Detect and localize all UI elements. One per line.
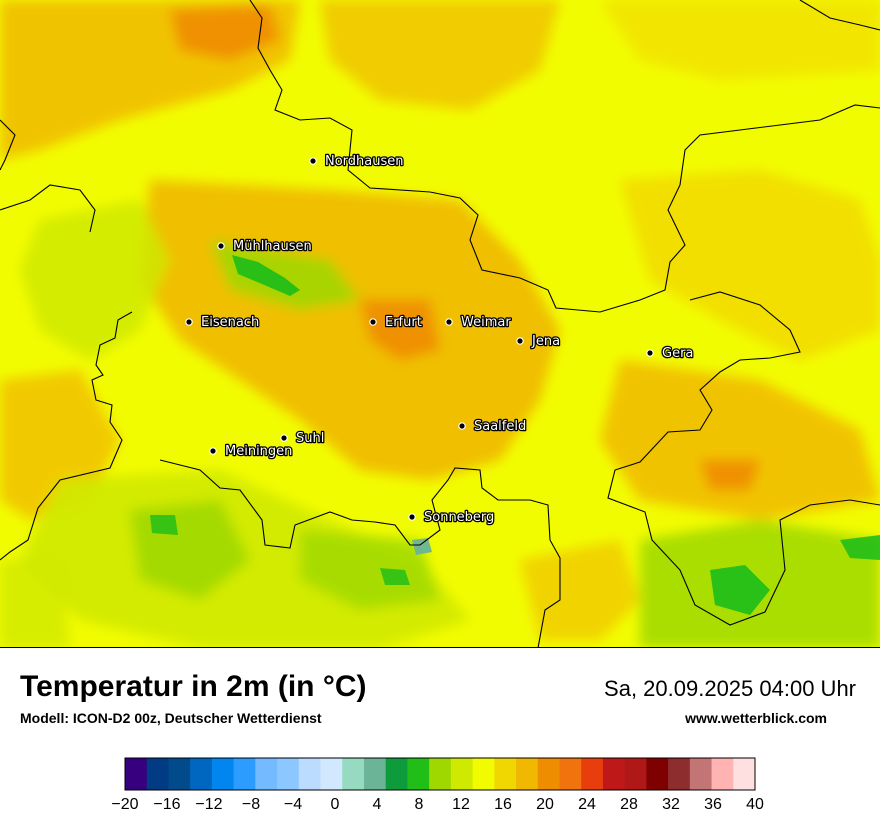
city-saalfeld: Saalfeld — [458, 418, 528, 435]
legend-swatch — [516, 758, 539, 790]
city-marker-dot — [458, 422, 466, 430]
legend-swatch — [537, 758, 560, 790]
temperature-map: Nordhausen Mühlhausen Eisenach Erfurt We… — [0, 0, 880, 648]
legend-swatch — [733, 758, 756, 790]
legend-tick-label: 12 — [452, 796, 470, 813]
legend-swatch — [624, 758, 647, 790]
city-label: Suhl — [296, 431, 324, 446]
legend-tick-label: 24 — [578, 796, 596, 813]
legend-ticks: −20 −16 −12 −8 −4 0 4 8 12 16 20 24 28 32 36 40 — [111, 796, 764, 813]
legend-swatches — [124, 757, 756, 791]
city-label: Erfurt — [385, 315, 422, 330]
legend-tick-label: 4 — [373, 796, 382, 813]
legend-tick-label: −8 — [242, 796, 260, 813]
city-marker-dot — [280, 434, 288, 442]
legend-swatch — [255, 758, 278, 790]
temperature-field — [0, 0, 880, 647]
map-title: Temperatur in 2m (in °C) — [20, 670, 367, 703]
legend-swatch — [125, 758, 148, 790]
legend-tick-label: −16 — [153, 796, 180, 813]
legend-swatch — [233, 758, 256, 790]
legend-swatch — [363, 758, 387, 790]
legend-swatch — [429, 758, 452, 790]
city-marker-dot — [309, 157, 317, 165]
city-marker-dot — [445, 318, 453, 326]
city-marker-dot — [217, 242, 225, 250]
city-eisenach: Eisenach — [185, 314, 261, 331]
city-erfurt: Erfurt — [369, 314, 423, 331]
legend-swatch — [559, 758, 582, 790]
city-marker-dot — [646, 349, 654, 357]
legend-swatch — [190, 758, 213, 790]
city-label: Eisenach — [201, 315, 259, 330]
city-label: Nordhausen — [325, 154, 404, 169]
color-legend: −20 −16 −12 −8 −4 0 4 8 12 16 20 24 28 32 36 40 — [0, 748, 880, 830]
city-gera: Gera — [646, 345, 695, 362]
legend-swatch — [168, 758, 191, 790]
city-sonneberg: Sonneberg — [408, 509, 496, 526]
legend-swatch — [146, 758, 169, 790]
city-jena: Jena — [516, 333, 561, 350]
city-muehlhausen: Mühlhausen — [217, 238, 313, 255]
legend-tick-label: 32 — [662, 796, 680, 813]
legend-swatch — [277, 758, 300, 790]
legend-tick-label: −12 — [195, 796, 222, 813]
legend-tick-label: 16 — [494, 796, 512, 813]
city-meiningen: Meiningen — [209, 443, 294, 460]
legend-swatch — [472, 758, 495, 790]
city-nordhausen: Nordhausen — [309, 153, 405, 170]
legend-tick-label: −4 — [284, 796, 302, 813]
legend-tick-label: 20 — [536, 796, 554, 813]
legend-swatch — [581, 758, 604, 790]
legend-swatch — [646, 758, 669, 790]
legend-border — [124, 757, 756, 791]
legend-tick-label: −20 — [111, 796, 138, 813]
legend-tick-label: 8 — [415, 796, 424, 813]
legend-swatch — [689, 758, 712, 790]
cool-spots — [150, 255, 880, 615]
city-marker-dot — [185, 318, 193, 326]
city-markers: Nordhausen Mühlhausen Eisenach Erfurt We… — [185, 153, 695, 526]
city-label: Meiningen — [225, 444, 292, 459]
legend-tick-label: 0 — [331, 796, 340, 813]
legend-tick-label: 40 — [746, 796, 764, 813]
legend-swatch — [450, 758, 473, 790]
city-weimar: Weimar — [445, 314, 513, 331]
map-canvas: Nordhausen Mühlhausen Eisenach Erfurt We… — [0, 0, 880, 647]
website-url: www.wetterblick.com — [685, 710, 827, 726]
city-label: Sonneberg — [424, 510, 494, 525]
city-label: Mühlhausen — [233, 239, 312, 254]
legend-swatch — [342, 758, 365, 790]
city-label: Saalfeld — [474, 419, 526, 434]
legend-swatch — [602, 758, 626, 790]
legend-scale: −20 −16 −12 −8 −4 0 4 8 12 16 20 24 28 32 36 40 — [111, 757, 764, 813]
legend-tick-label: 28 — [620, 796, 638, 813]
city-marker-dot — [408, 513, 416, 521]
legend-swatch — [211, 758, 235, 790]
legend-swatch — [385, 758, 408, 790]
legend-swatch — [711, 758, 734, 790]
legend-swatch — [407, 758, 430, 790]
legend-swatch — [668, 758, 691, 790]
model-source: Modell: ICON-D2 00z, Deutscher Wetterdie… — [20, 710, 322, 726]
city-marker-dot — [369, 318, 377, 326]
legend-swatch — [298, 758, 321, 790]
legend-swatch — [320, 758, 343, 790]
city-label: Gera — [662, 346, 693, 361]
city-suhl: Suhl — [280, 430, 326, 447]
city-label: Jena — [531, 334, 560, 349]
forecast-datetime: Sa, 20.09.2025 04:00 Uhr — [604, 676, 856, 701]
state-borders — [0, 0, 880, 647]
legend-tick-label: 36 — [704, 796, 722, 813]
map-footer: Temperatur in 2m (in °C) Modell: ICON-D2… — [0, 648, 880, 830]
city-marker-dot — [209, 447, 217, 455]
legend-swatch — [494, 758, 517, 790]
city-marker-dot — [516, 337, 524, 345]
city-label: Weimar — [461, 315, 511, 330]
